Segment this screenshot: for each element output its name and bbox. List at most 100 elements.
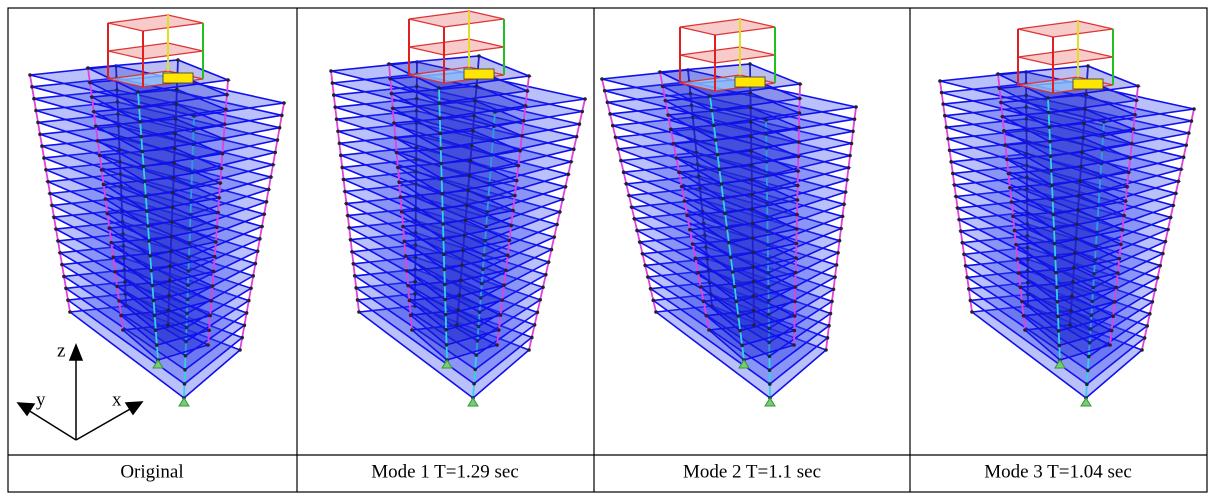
joint	[1006, 171, 1011, 176]
joint	[167, 293, 171, 298]
joint	[138, 119, 143, 124]
joint	[38, 132, 42, 137]
joint	[206, 343, 210, 347]
joint	[843, 190, 848, 194]
joint	[414, 96, 419, 101]
joint	[703, 233, 707, 237]
joint	[145, 209, 149, 213]
joint	[442, 282, 447, 287]
joint	[93, 124, 98, 129]
joint	[393, 136, 398, 140]
joint	[792, 328, 797, 333]
joint	[121, 328, 125, 332]
joint	[583, 97, 587, 101]
joint	[1011, 214, 1015, 219]
joint	[944, 125, 949, 129]
joint	[221, 137, 226, 141]
joint	[646, 275, 650, 279]
joint	[485, 210, 490, 214]
penthouse-slab	[1017, 20, 1114, 38]
joint	[717, 167, 722, 172]
joint	[1025, 245, 1030, 250]
joint	[1073, 251, 1077, 255]
joint	[273, 150, 278, 155]
joint	[728, 255, 733, 260]
joint	[60, 262, 64, 267]
joint	[704, 245, 708, 249]
joint	[336, 129, 340, 134]
joint	[727, 240, 731, 245]
joint	[467, 173, 472, 178]
penthouse-slab	[679, 18, 776, 36]
joint	[118, 172, 123, 176]
joint	[1052, 227, 1056, 231]
joint	[219, 166, 224, 171]
joint	[443, 297, 448, 302]
joint	[509, 223, 514, 228]
joint	[677, 170, 681, 175]
joint	[253, 261, 258, 266]
joint	[1179, 167, 1183, 172]
joint	[1053, 256, 1058, 260]
joint	[507, 238, 512, 243]
joint	[504, 268, 508, 273]
joint	[1021, 313, 1026, 318]
joint	[123, 280, 127, 284]
joint	[751, 308, 756, 313]
joint	[577, 122, 582, 126]
joint	[437, 101, 442, 105]
joint	[353, 274, 357, 278]
joint	[483, 238, 487, 243]
joint	[566, 172, 570, 177]
joint	[516, 163, 521, 168]
joint	[269, 175, 273, 179]
joint	[1108, 343, 1112, 347]
joint	[1150, 300, 1155, 304]
joint	[88, 80, 92, 85]
joint	[1050, 198, 1055, 202]
joint	[1136, 84, 1140, 88]
joint	[1174, 191, 1178, 196]
joint	[660, 84, 665, 89]
joint	[1056, 329, 1061, 333]
joint	[399, 209, 404, 214]
joint	[1192, 107, 1196, 111]
joint	[1054, 270, 1058, 275]
joint	[1158, 263, 1162, 268]
joint	[939, 90, 944, 95]
joint	[1155, 275, 1160, 280]
joint	[1024, 152, 1029, 156]
joint	[251, 274, 255, 278]
joint	[244, 311, 249, 315]
joint	[477, 310, 482, 315]
joint	[439, 161, 444, 166]
joint	[1189, 119, 1194, 123]
joint	[1048, 139, 1052, 144]
joint	[608, 112, 612, 116]
joint	[1017, 271, 1021, 275]
axes-icon	[16, 342, 144, 441]
joint	[701, 221, 706, 226]
joint	[736, 314, 741, 318]
joint	[749, 163, 754, 168]
joint	[752, 323, 756, 327]
joint	[225, 92, 229, 97]
joint	[155, 343, 159, 347]
joint	[1012, 228, 1017, 233]
joint	[750, 221, 755, 226]
joint	[397, 180, 402, 185]
joint	[824, 348, 828, 352]
joint	[1078, 179, 1082, 183]
joint	[842, 202, 846, 206]
joint	[751, 265, 755, 269]
joint	[460, 263, 464, 268]
joint	[354, 286, 359, 290]
joint	[518, 148, 522, 153]
joint	[795, 183, 800, 188]
joint	[1109, 328, 1114, 333]
joint	[795, 198, 800, 202]
joint	[830, 299, 834, 304]
joint	[226, 78, 230, 82]
caption: Mode 3 T=1.04 sec	[984, 461, 1132, 482]
joint	[691, 115, 695, 119]
